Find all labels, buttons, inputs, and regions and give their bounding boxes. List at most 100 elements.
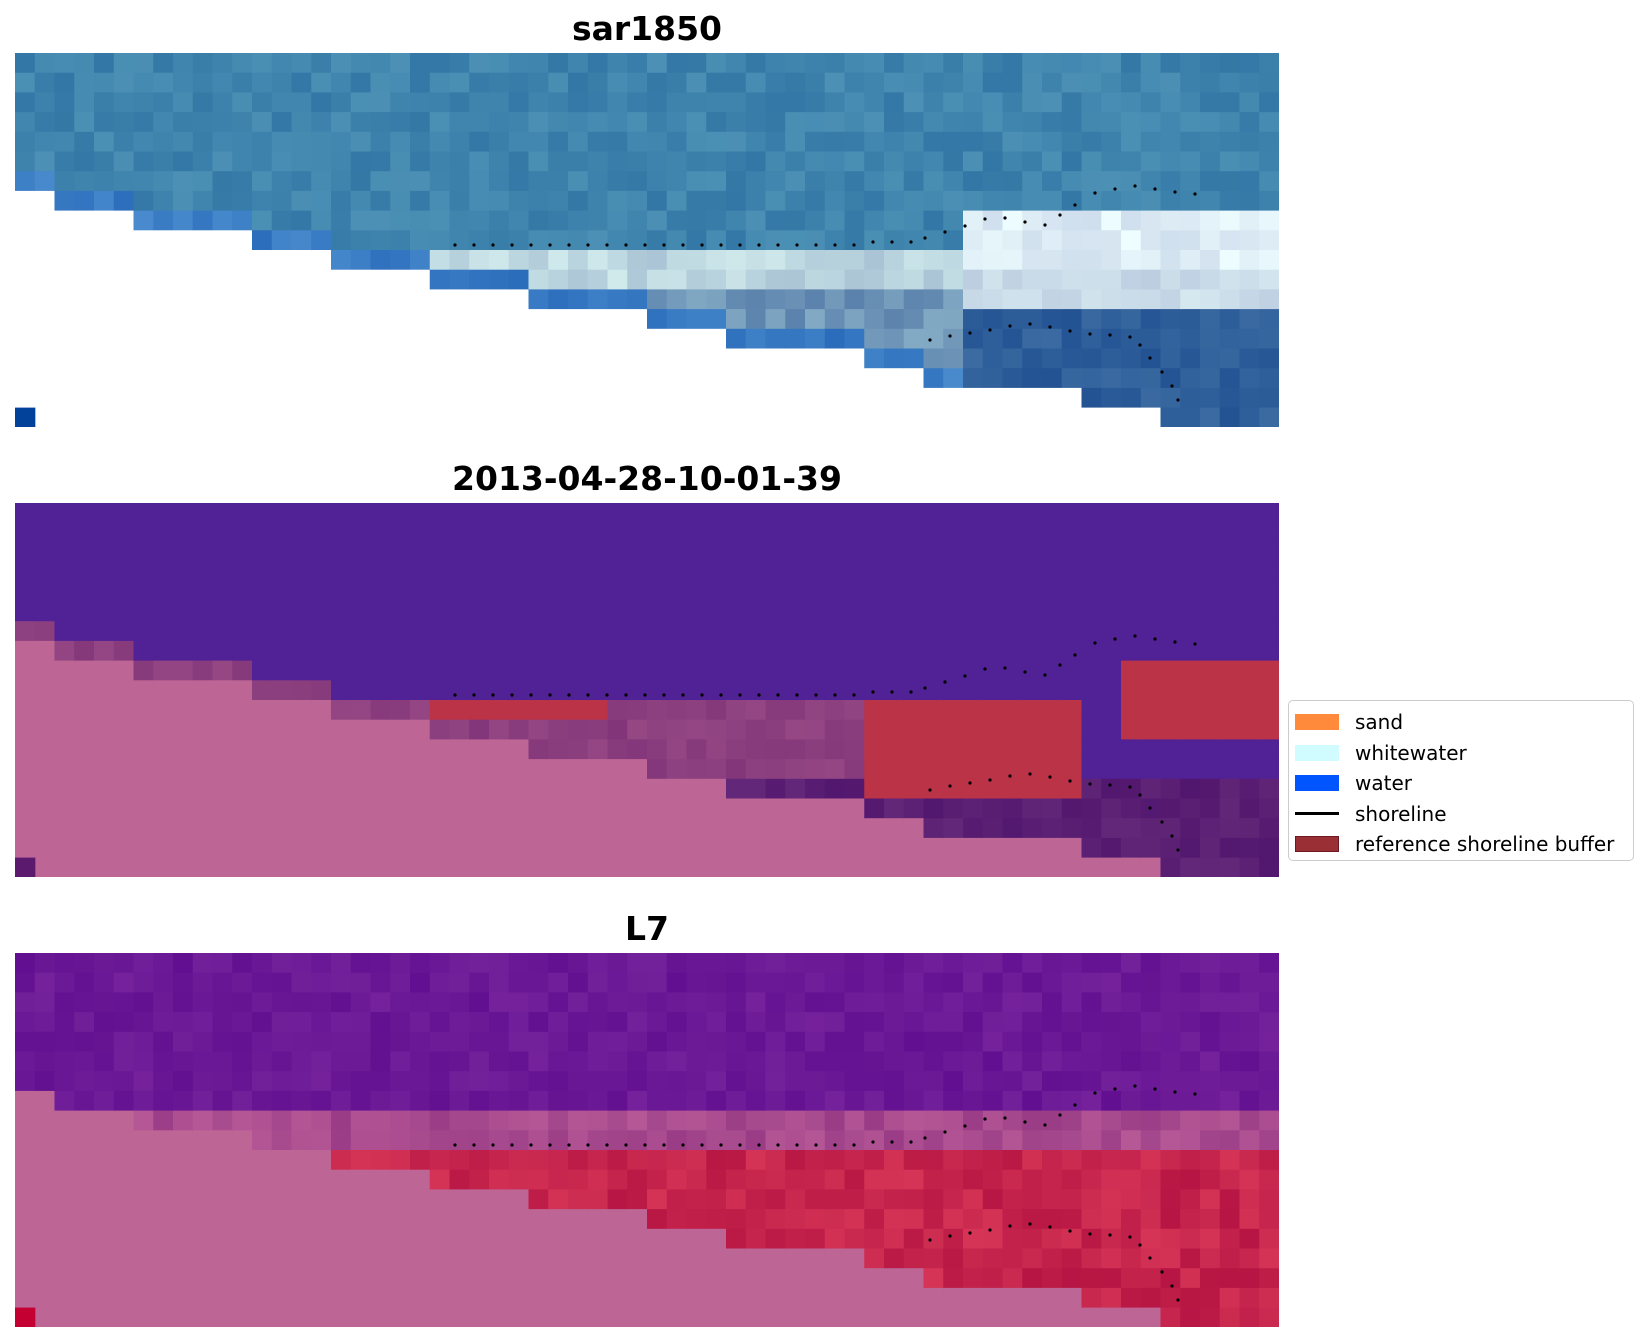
image-pixel — [765, 112, 786, 133]
image-pixel — [824, 992, 846, 1013]
image-pixel — [350, 289, 372, 310]
image-pixel — [1022, 953, 1043, 974]
image-pixel — [94, 112, 115, 133]
class-pixel — [410, 522, 431, 543]
class-pixel — [1022, 660, 1043, 681]
image-pixel — [113, 92, 135, 113]
class-pixel — [1121, 581, 1142, 603]
image-pixel — [133, 1228, 154, 1250]
class-pixel — [291, 660, 312, 681]
image-pixel — [390, 72, 411, 93]
class-pixel — [1180, 621, 1201, 642]
class-pixel — [627, 700, 648, 721]
image-pixel — [350, 972, 372, 993]
image-pixel — [94, 328, 115, 350]
image-pixel — [429, 1071, 451, 1092]
class-pixel — [666, 837, 688, 859]
class-pixel — [923, 719, 944, 740]
image-pixel — [1002, 250, 1023, 271]
class-pixel — [1002, 601, 1023, 622]
class-pixel — [252, 680, 273, 701]
image-pixel — [508, 387, 530, 409]
image-pixel — [350, 1268, 372, 1289]
class-pixel — [706, 798, 727, 819]
image-pixel — [94, 289, 115, 310]
image-pixel — [94, 1130, 115, 1151]
image-pixel — [212, 309, 233, 330]
class-pixel — [469, 640, 490, 662]
shoreline-point — [1023, 1120, 1027, 1124]
image-pixel — [1180, 210, 1201, 231]
image-pixel — [587, 1031, 609, 1053]
class-pixel — [1259, 542, 1279, 563]
image-pixel — [627, 269, 648, 290]
image-pixel — [647, 309, 668, 330]
class-pixel — [173, 660, 194, 681]
image-pixel — [271, 387, 293, 409]
image-pixel — [844, 953, 865, 974]
image-pixel — [1180, 171, 1201, 192]
image-pixel — [54, 131, 75, 153]
image-pixel — [1042, 1268, 1063, 1289]
class-pixel — [1219, 818, 1241, 839]
image-pixel — [15, 1169, 36, 1190]
class-pixel — [1219, 562, 1241, 583]
image-pixel — [943, 1012, 964, 1033]
image-pixel — [568, 151, 589, 172]
image-pixel — [568, 171, 589, 192]
image-pixel — [469, 210, 490, 231]
image-pixel — [370, 348, 391, 369]
image-pixel — [311, 1287, 332, 1309]
image-pixel — [54, 368, 75, 389]
image-pixel — [1219, 72, 1241, 93]
image-pixel — [508, 972, 530, 993]
class-pixel — [271, 621, 293, 642]
class-pixel — [805, 640, 826, 662]
image-pixel — [943, 407, 964, 427]
shoreline-point — [700, 693, 704, 697]
shoreline-point — [757, 1143, 761, 1147]
image-pixel — [15, 289, 36, 310]
shoreline-point — [776, 1143, 780, 1147]
image-pixel — [153, 190, 174, 212]
image-pixel — [884, 131, 905, 153]
image-pixel — [982, 1051, 1004, 1072]
image-pixel — [1081, 1090, 1102, 1112]
image-pixel — [34, 190, 56, 212]
class-pixel — [1081, 621, 1102, 642]
image-pixel — [805, 1130, 826, 1151]
image-pixel — [1121, 269, 1142, 290]
image-pixel — [469, 151, 490, 172]
class-pixel — [706, 621, 727, 642]
class-pixel — [745, 581, 767, 603]
image-pixel — [1160, 1012, 1181, 1033]
class-pixel — [726, 542, 747, 563]
class-pixel — [1081, 601, 1102, 622]
image-pixel — [824, 1228, 846, 1250]
image-pixel — [647, 269, 668, 290]
image-pixel — [489, 1189, 510, 1210]
image-pixel — [1160, 407, 1181, 427]
image-pixel — [1180, 269, 1201, 290]
class-pixel — [686, 739, 707, 760]
class-pixel — [1160, 621, 1181, 642]
image-pixel — [1101, 112, 1122, 133]
image-pixel — [1219, 1287, 1241, 1309]
class-pixel — [824, 660, 846, 681]
image-pixel — [350, 1209, 372, 1230]
class-pixel — [647, 581, 668, 603]
image-pixel — [192, 1209, 214, 1230]
image-pixel — [469, 992, 490, 1013]
class-pixel — [1042, 700, 1063, 721]
image-pixel — [805, 1012, 826, 1033]
image-pixel — [94, 72, 115, 93]
image-pixel — [1259, 387, 1279, 409]
image-pixel — [864, 1071, 885, 1092]
image-pixel — [726, 53, 747, 74]
image-pixel — [153, 131, 174, 153]
image-pixel — [271, 53, 293, 74]
image-pixel — [785, 953, 806, 974]
image-pixel — [686, 328, 707, 350]
shoreline-point — [988, 1228, 992, 1232]
class-pixel — [429, 640, 451, 662]
